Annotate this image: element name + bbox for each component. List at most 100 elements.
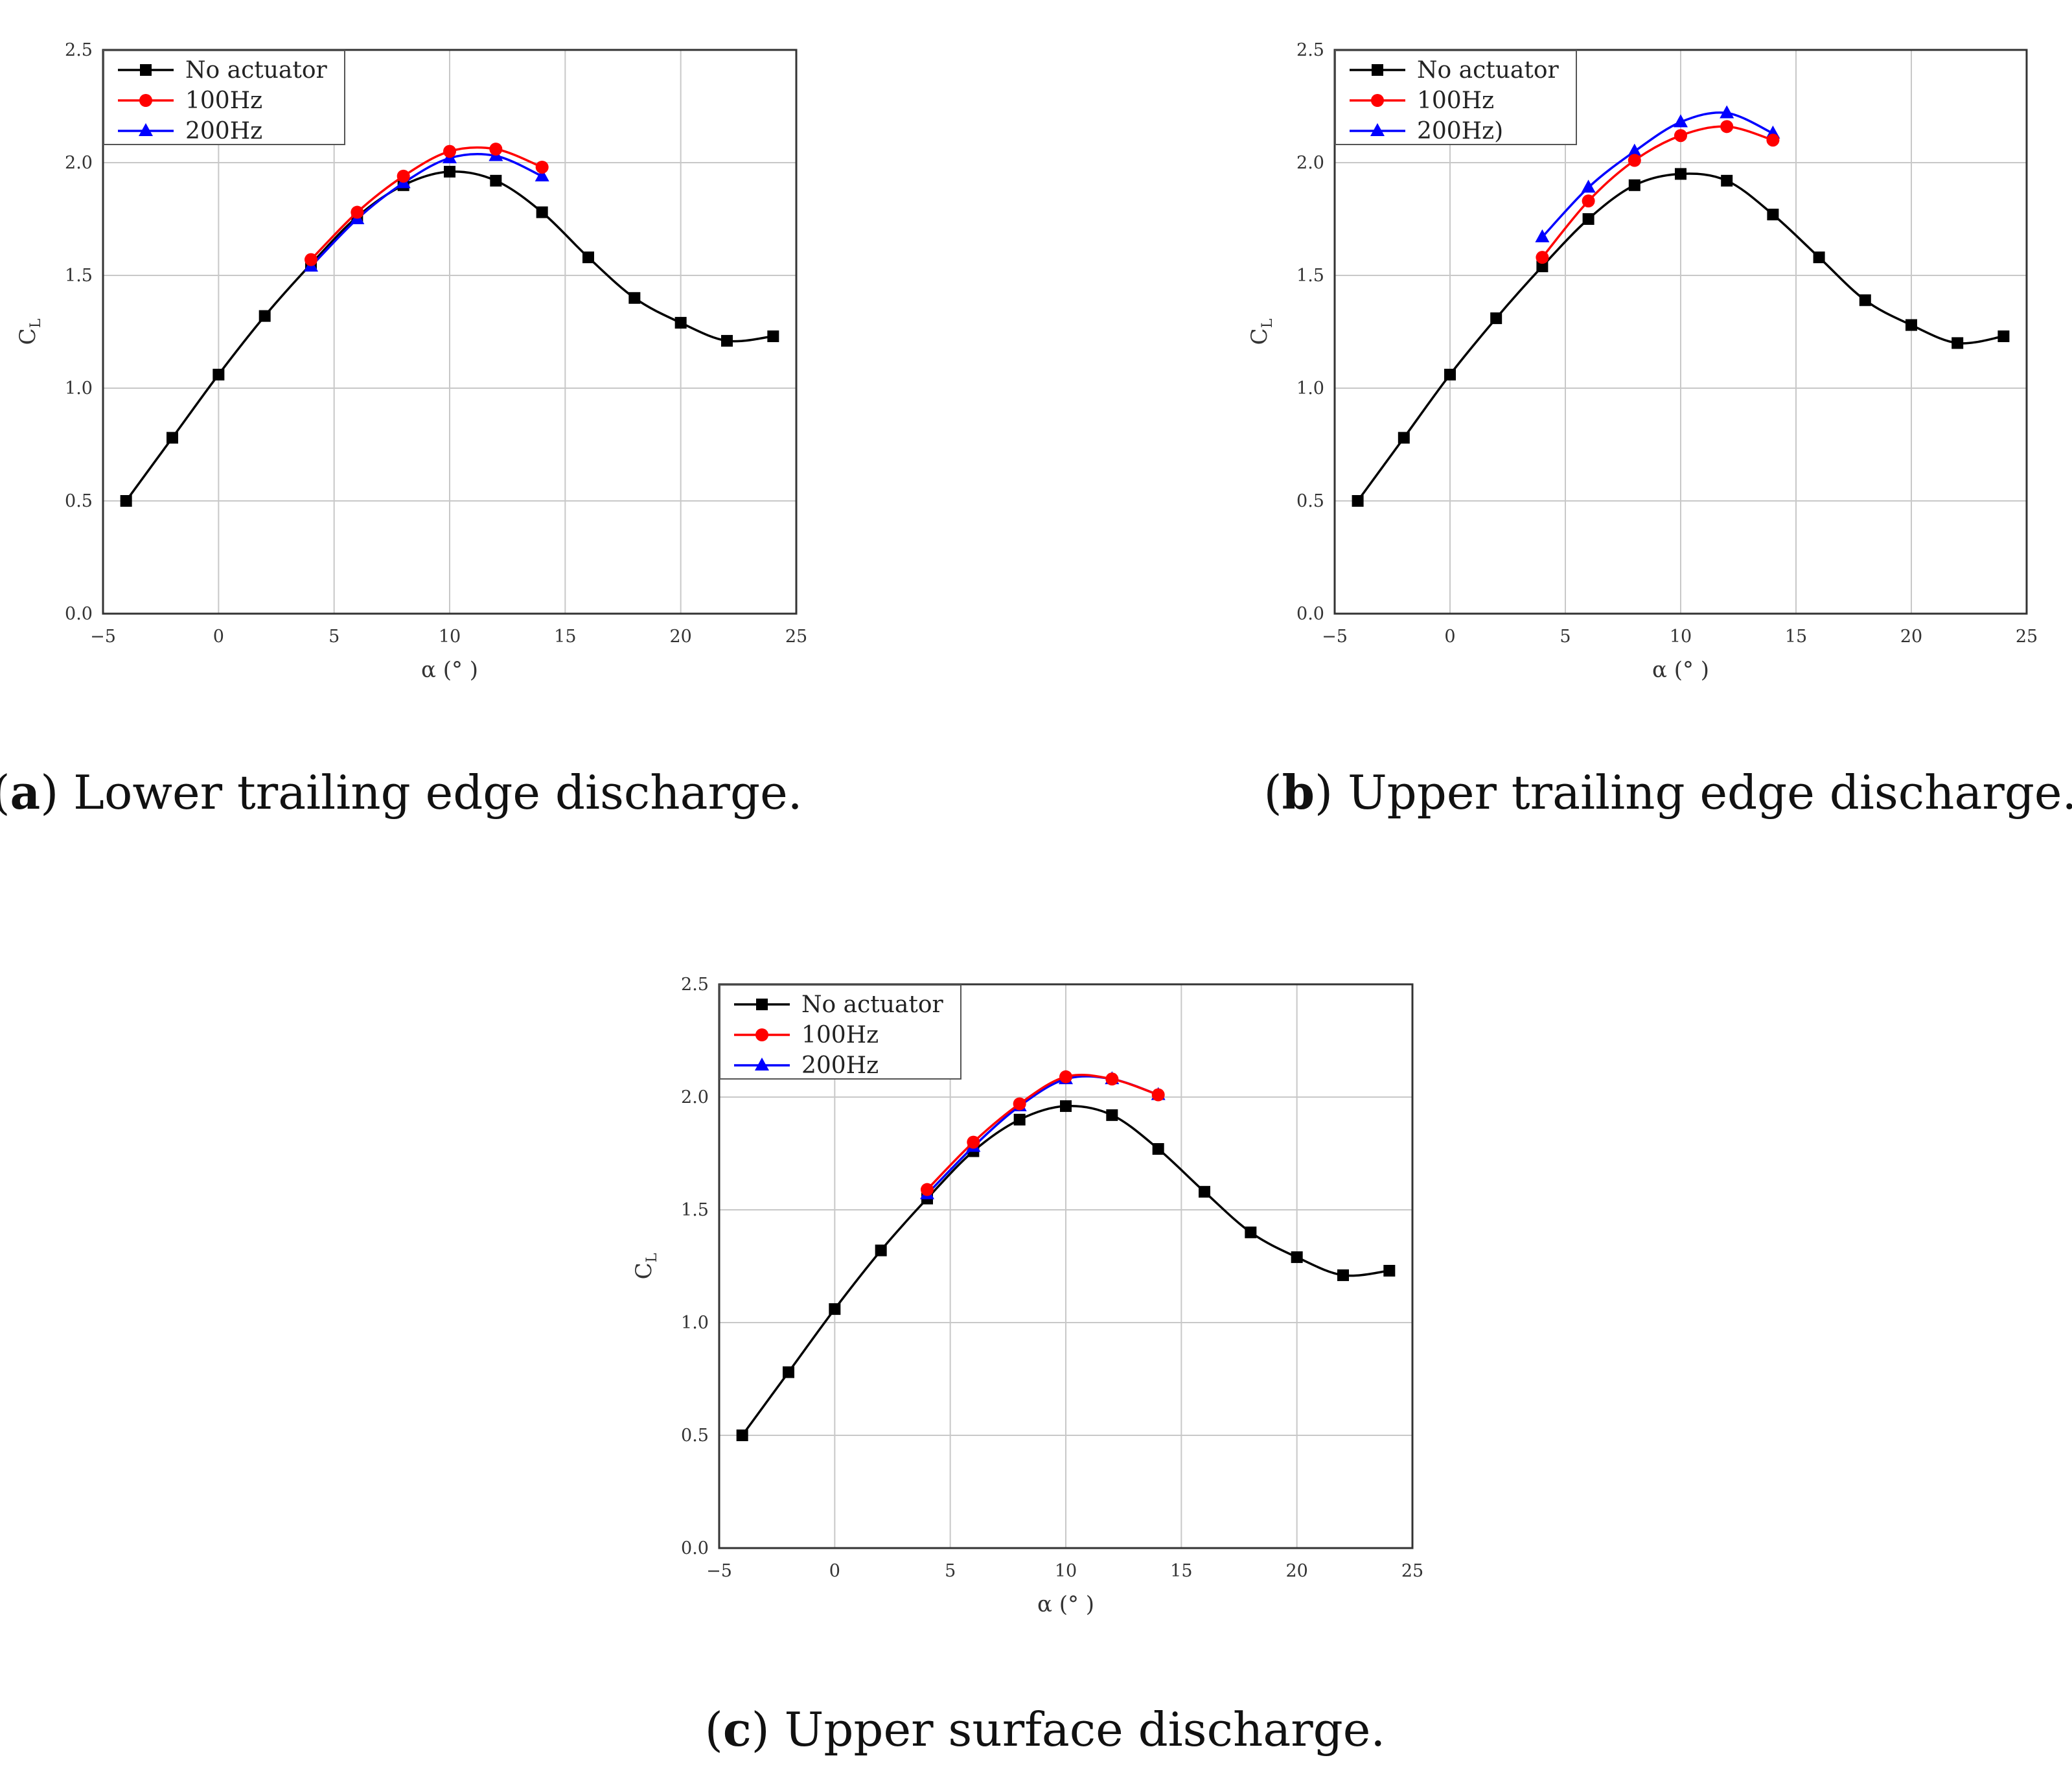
caption-a-text: Lower trailing edge discharge. <box>73 765 802 820</box>
panel-c-x-tick-label: 10 <box>1055 1561 1077 1581</box>
panel-b-series-0-point <box>1352 495 1364 507</box>
panel-c-y-tick-label: 0.0 <box>681 1538 709 1558</box>
caption-b-letter: b <box>1282 765 1315 820</box>
panel-b-y-axis-label-main: C <box>1247 328 1272 345</box>
panel-c-x-tick-label: 15 <box>1170 1561 1192 1581</box>
panel-c-legend-swatch-marker <box>755 1028 768 1041</box>
panel-b-y-tick-label: 1.5 <box>1296 266 1324 286</box>
panel-a-x-tick-label: 10 <box>439 627 461 647</box>
caption-b-close-paren: ) <box>1315 765 1348 820</box>
panel-a-series-0-point <box>213 369 225 381</box>
panel-c-x-tick-label: 25 <box>1401 1561 1423 1581</box>
panel-a-series-0-point <box>490 174 502 187</box>
panel-c-y-tick-label: 0.5 <box>681 1426 709 1446</box>
panel-b-series-0-point <box>1675 168 1686 180</box>
panel-b-series-1-line <box>1541 125 1773 259</box>
panel-a-series-2-point <box>535 168 549 181</box>
panel-c-y-axis-label: CL <box>631 1253 660 1279</box>
panel-b-series-1-point <box>1766 133 1780 147</box>
panel-b-y-tick-label: 0.5 <box>1296 491 1324 511</box>
panel-a-x-tick-label: 25 <box>785 627 807 647</box>
panel-c-series-0-point <box>1245 1226 1257 1238</box>
panel-b-series-2-point <box>1627 143 1642 157</box>
panel-c-x-tick-label: −5 <box>706 1561 732 1581</box>
panel-b-series-2-point <box>1535 229 1550 242</box>
panel-b-series-0-point <box>1582 213 1594 225</box>
panel-c: −5 0 5 10 15 20 25 0.0 0.5 1.0 1.5 2.0 2.5 α (° ) CL No… <box>631 975 1423 1617</box>
panel-a-y-axis-label-subscript: L <box>28 318 44 328</box>
panel-a-series-0-point <box>536 206 548 218</box>
caption-a-open-paren: ( <box>0 765 10 820</box>
panel-b-y-tick-label: 1.0 <box>1296 378 1324 399</box>
panel-c-series-1-point <box>1059 1070 1072 1083</box>
panel-c-series-1-point <box>1151 1088 1165 1102</box>
panel-b-legend-swatch-marker <box>1370 123 1385 136</box>
panel-b-x-tick-label: −5 <box>1322 627 1348 647</box>
panel-a-series-2-line <box>310 153 543 268</box>
panel-b-series-1-point <box>1674 129 1687 143</box>
panel-b-legend-swatch-marker <box>1372 64 1383 76</box>
panel-a-series-1-point <box>489 143 503 156</box>
caption-c: (c) Upper surface discharge. <box>705 1702 1386 1757</box>
panel-a-legend-swatch-marker <box>140 64 152 76</box>
panel-a-series-1-line <box>310 146 543 260</box>
panel-a-legend-label: 200Hz <box>185 118 262 145</box>
caption-b: (b) Upper trailing edge discharge. <box>1264 765 2072 820</box>
panel-c-x-tick-label: 0 <box>829 1561 840 1581</box>
panel-b-series-0-point <box>1997 330 2010 342</box>
panel-a-series-1-point <box>535 160 549 174</box>
panel-a-x-tick-label: 20 <box>669 627 691 647</box>
panel-a-series-0-point <box>444 165 455 178</box>
panel-a-series-0-point <box>259 310 271 322</box>
panel-c-series-0-point <box>1106 1109 1118 1121</box>
panel-c-y-axis-label-main: C <box>631 1262 657 1279</box>
panel-b-x-tick-label: 20 <box>1900 627 1922 647</box>
panel-c-series-0-point <box>1383 1264 1396 1277</box>
panel-a-series-1-point <box>397 169 410 183</box>
panel-a-y-axis-label-main: C <box>15 328 41 345</box>
panel-c-y-tick-label: 2.0 <box>681 1087 709 1107</box>
panel-c-series-0-point <box>1152 1143 1164 1155</box>
panel-b-x-tick-label: 0 <box>1444 627 1455 647</box>
panel-a-series-1-point <box>443 145 456 158</box>
panel-c-series-1-point <box>967 1135 980 1149</box>
panel-b-x-tick-label: 15 <box>1785 627 1807 647</box>
panel-b-x-tick-label: 5 <box>1560 627 1571 647</box>
panel-a-legend-swatch-marker <box>139 94 152 107</box>
panel-b-y-tick-label: 2.5 <box>1296 40 1324 60</box>
panel-b-x-axis-label: α (° ) <box>1652 657 1709 683</box>
caption-c-letter: c <box>723 1702 752 1757</box>
panel-a-x-axis-label: α (° ) <box>421 657 478 683</box>
panel-c-series-0-point <box>1060 1100 1072 1112</box>
panel-a-x-tick-label: 5 <box>328 627 340 647</box>
panel-a-x-tick-label: 15 <box>554 627 576 647</box>
caption-c-open-paren: ( <box>705 1702 723 1757</box>
panel-b-series-0-point <box>1628 179 1640 191</box>
panel-a-series-0-line <box>125 170 774 502</box>
panel-a-series-0-point <box>628 292 641 304</box>
panel-b-legend-label: 200Hz) <box>1417 118 1503 145</box>
panel-b-series-2-point <box>1674 114 1688 128</box>
panel-c-series-0-line <box>741 1104 1390 1437</box>
panel-a-y-tick-label: 1.5 <box>65 266 93 286</box>
caption-a: (a) Lower trailing edge discharge. <box>0 765 803 820</box>
panel-a-series-0-point <box>167 432 178 444</box>
panel-b-series-0-point <box>1951 337 1964 349</box>
panel-b: −5 0 5 10 15 20 25 0.0 0.5 1.0 1.5 2.0 2.5 α (° ) CL No… <box>1247 40 2038 683</box>
caption-b-open-paren: ( <box>1264 765 1282 820</box>
panel-c-series-0-point <box>783 1366 794 1378</box>
panel-a-series-0-point <box>582 251 594 264</box>
panel-c-legend-swatch-marker <box>756 999 768 1010</box>
panel-b-series-0-point <box>1905 319 1917 331</box>
caption-c-text: Upper surface discharge. <box>785 1702 1386 1757</box>
panel-a-series-0-point <box>120 495 132 507</box>
panel-c-series-2-line <box>926 1075 1159 1195</box>
panel-a-legend-label: No actuator <box>185 57 327 84</box>
panel-b-series-0-line <box>1357 172 2004 502</box>
panel-a-legend-label: 100Hz <box>185 87 262 114</box>
panel-a-series-0-point <box>721 334 733 347</box>
panel-c-y-tick-label: 2.5 <box>681 975 709 995</box>
caption-c-close-paren: ) <box>752 1702 785 1757</box>
panel-c-series-0-point <box>829 1303 841 1315</box>
